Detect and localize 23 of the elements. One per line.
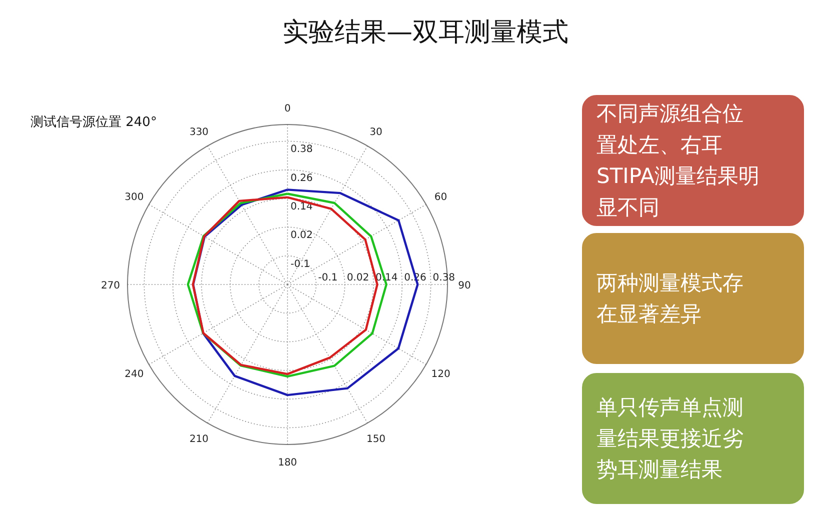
y-tick-label: 0.02 [290,230,313,242]
y-tick-label: -0.1 [290,258,310,270]
text: 单只传声单点测量结果更接近劣势耳测量结果 [596,395,744,482]
text: -0.1 [318,272,338,284]
text: 0.02 [346,272,370,284]
y-tick-label: 0.38 [290,144,313,156]
spoke-label: 240 [124,369,144,380]
chart-title: 实验结果—双耳测量模式 [282,18,568,48]
spoke-label: 180 [278,458,298,468]
text: 测试信号源位置 240° [30,115,157,130]
spoke-label: 210 [189,434,209,445]
text: 两种测量模式存在显著差异 [596,270,744,326]
spoke-label: 30 [370,127,382,138]
y-tick-label: 0.26 [290,172,313,184]
spoke-label: 60 [434,192,448,203]
spoke-label: 300 [124,192,144,203]
text: 不同声源组合位置处左、右耳STIPA测量结果明显不同 [596,102,760,220]
spoke-label: 0 [284,104,291,114]
spoke-label: 150 [366,434,386,445]
spoke-label: 330 [189,127,209,138]
spoke-label: 90 [458,280,471,292]
spoke-label: 270 [100,280,120,292]
spoke-label: 120 [431,369,450,380]
